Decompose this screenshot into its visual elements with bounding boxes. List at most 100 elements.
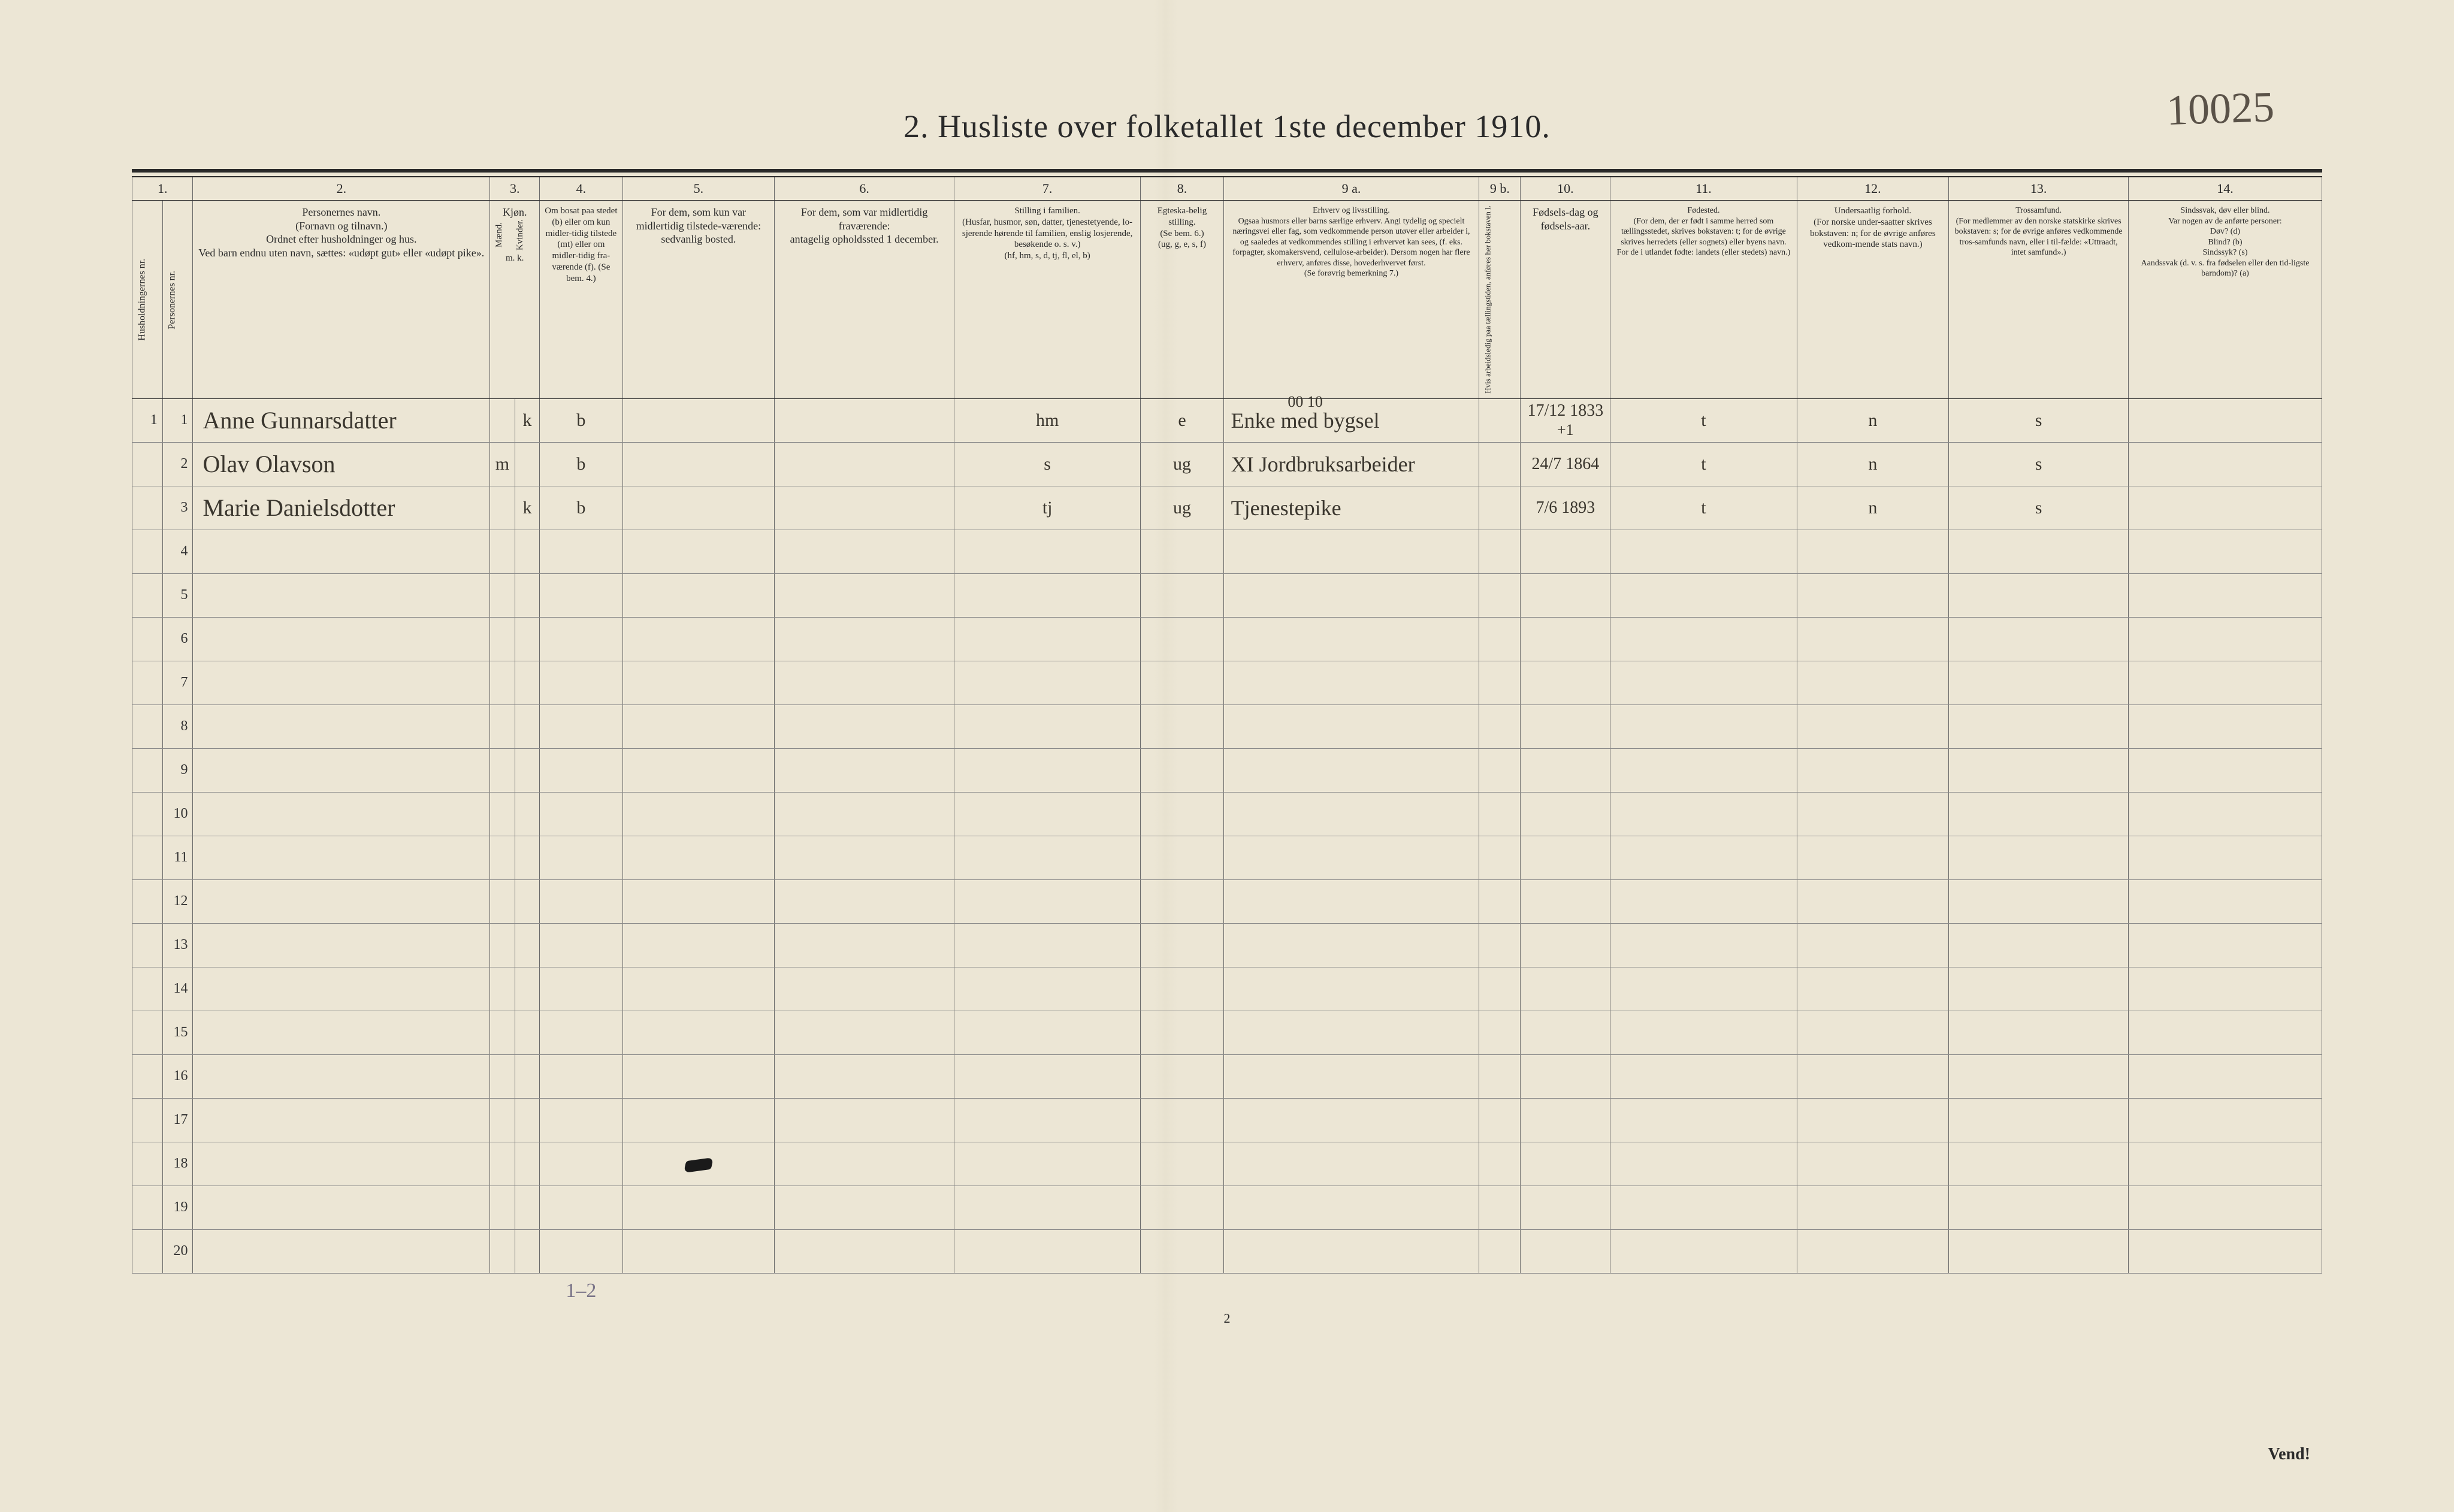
cell-fra-sted bbox=[775, 661, 954, 704]
cell-erhverv bbox=[1223, 661, 1479, 704]
cell-stilling-fam: hm bbox=[954, 398, 1141, 442]
cell-sex-m: m bbox=[490, 442, 515, 486]
cell-sindssvak bbox=[2129, 704, 2322, 748]
cell-fodsel bbox=[1521, 836, 1610, 879]
cell-mt-sted bbox=[622, 530, 775, 573]
table-row: 5 bbox=[132, 573, 2322, 617]
pencil-annotation: 1–2 bbox=[566, 1280, 596, 1302]
table-row: 6 bbox=[132, 617, 2322, 661]
cell-sex-m bbox=[490, 792, 515, 836]
cell-stilling-fam bbox=[954, 967, 1141, 1011]
cell-egteskab: ug bbox=[1141, 442, 1223, 486]
cell-fodested bbox=[1610, 1098, 1797, 1142]
cell-erhverv bbox=[1223, 836, 1479, 879]
cell-arbeidsledig bbox=[1479, 661, 1521, 704]
cell-sindssvak bbox=[2129, 748, 2322, 792]
cell-fra-sted bbox=[775, 442, 954, 486]
cell-fodested: t bbox=[1610, 398, 1797, 442]
cell-fodsel: 7/6 1893 bbox=[1521, 486, 1610, 530]
table-row: 16 bbox=[132, 1054, 2322, 1098]
cell-undersaat bbox=[1797, 792, 1949, 836]
table-row: 15 bbox=[132, 1011, 2322, 1054]
table-row: 14 bbox=[132, 967, 2322, 1011]
cell-footer bbox=[1521, 1273, 1610, 1306]
cell-stilling-fam bbox=[954, 661, 1141, 704]
cell-fodested bbox=[1610, 879, 1797, 923]
cell-undersaat bbox=[1797, 573, 1949, 617]
cell-arbeidsledig bbox=[1479, 1142, 1521, 1186]
cell-person-nr: 14 bbox=[162, 967, 193, 1011]
cell-trossamfund bbox=[1949, 530, 2129, 573]
cell-bosat bbox=[540, 1011, 622, 1054]
cell-fodsel bbox=[1521, 573, 1610, 617]
cell-sex-k bbox=[515, 661, 540, 704]
cell-household-nr bbox=[132, 792, 163, 836]
cell-sex-m bbox=[490, 573, 515, 617]
cell-fra-sted bbox=[775, 398, 954, 442]
cell-sex-k bbox=[515, 1186, 540, 1229]
cell-sex-k: k bbox=[515, 486, 540, 530]
cell-bosat bbox=[540, 792, 622, 836]
cell-undersaat bbox=[1797, 530, 1949, 573]
cell-arbeidsledig bbox=[1479, 1229, 1521, 1273]
cell-sindssvak bbox=[2129, 1011, 2322, 1054]
cell-sex-m bbox=[490, 1142, 515, 1186]
cell-sindssvak bbox=[2129, 530, 2322, 573]
table-row: 8 bbox=[132, 704, 2322, 748]
cell-sindssvak bbox=[2129, 792, 2322, 836]
cell-person-nr: 20 bbox=[162, 1229, 193, 1273]
cell-sex-k bbox=[515, 967, 540, 1011]
cell-name bbox=[193, 748, 490, 792]
cell-trossamfund bbox=[1949, 967, 2129, 1011]
cell-mt-sted bbox=[622, 967, 775, 1011]
cell-fra-sted bbox=[775, 617, 954, 661]
cell-footer bbox=[490, 1273, 515, 1306]
table-row: 10 bbox=[132, 792, 2322, 836]
cell-household-nr bbox=[132, 704, 163, 748]
cell-stilling-fam bbox=[954, 879, 1141, 923]
hdr-fodested: Fødested. (For dem, der er født i samme … bbox=[1610, 201, 1797, 399]
table-row: 1–2 bbox=[132, 1273, 2322, 1306]
cell-sindssvak bbox=[2129, 967, 2322, 1011]
cell-person-nr: 3 bbox=[162, 486, 193, 530]
cell-footer bbox=[1949, 1273, 2129, 1306]
cell-sindssvak bbox=[2129, 923, 2322, 967]
cell-egteskab bbox=[1141, 1098, 1223, 1142]
cell-erhverv bbox=[1223, 879, 1479, 923]
cell-erhverv: XI Jordbruksarbeider bbox=[1223, 442, 1479, 486]
cell-fodsel bbox=[1521, 1229, 1610, 1273]
cell-trossamfund bbox=[1949, 792, 2129, 836]
cell-sindssvak bbox=[2129, 1142, 2322, 1186]
cell-egteskab bbox=[1141, 530, 1223, 573]
table-row: 11Anne Gunnarsdatterkbhme00 10Enke med b… bbox=[132, 398, 2322, 442]
cell-sex-m bbox=[490, 836, 515, 879]
cell-fodsel bbox=[1521, 1098, 1610, 1142]
cell-name bbox=[193, 792, 490, 836]
cell-footer bbox=[193, 1273, 490, 1306]
cell-bosat bbox=[540, 661, 622, 704]
hdr-midlertidig-tilstede: For dem, som kun var midlertidig tilsted… bbox=[622, 201, 775, 399]
cell-erhverv bbox=[1223, 792, 1479, 836]
cell-arbeidsledig bbox=[1479, 967, 1521, 1011]
cell-fra-sted bbox=[775, 792, 954, 836]
hdr-sex-label: Kjøn. bbox=[494, 205, 536, 219]
cell-egteskab bbox=[1141, 661, 1223, 704]
cell-undersaat bbox=[1797, 1054, 1949, 1098]
cell-household-nr bbox=[132, 1186, 163, 1229]
table-row: 12 bbox=[132, 879, 2322, 923]
cell-fodested bbox=[1610, 967, 1797, 1011]
cell-mt-sted bbox=[622, 661, 775, 704]
cell-sex-m bbox=[490, 398, 515, 442]
cell-bosat bbox=[540, 836, 622, 879]
cell-fodested bbox=[1610, 1229, 1797, 1273]
cell-fra-sted bbox=[775, 967, 954, 1011]
cell-name bbox=[193, 573, 490, 617]
cell-household-nr bbox=[132, 879, 163, 923]
cell-fra-sted bbox=[775, 879, 954, 923]
cell-fodsel bbox=[1521, 1054, 1610, 1098]
cell-sex-k bbox=[515, 792, 540, 836]
census-table: 1. 2. 3. 4. 5. 6. 7. 8. 9 a. 9 b. 10. 11… bbox=[132, 177, 2322, 1306]
cell-erhverv bbox=[1223, 530, 1479, 573]
cell-arbeidsledig bbox=[1479, 923, 1521, 967]
cell-arbeidsledig bbox=[1479, 617, 1521, 661]
